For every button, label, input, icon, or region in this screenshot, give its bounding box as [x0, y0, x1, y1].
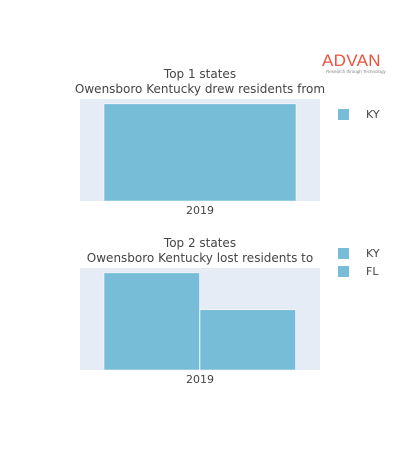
legend-swatch: [338, 266, 349, 277]
chart-1-subtitle-line: Owensboro Kentucky drew residents from: [74, 82, 326, 96]
advan-logo: ADVAN Research through Technology: [322, 52, 396, 78]
legend-label: FL: [366, 265, 379, 278]
chart-2-x-tick-label: 2019: [186, 373, 214, 386]
legend-swatch: [338, 109, 349, 120]
logo-wordmark: ADVAN: [322, 51, 381, 70]
chart-2-bar-fl: [199, 309, 296, 371]
chart-2-bar-ky: [103, 272, 200, 371]
legend-swatch: [338, 248, 349, 259]
chart-1-title-line: Top 1 states: [163, 67, 237, 81]
chart-1-x-tick-label: 2019: [186, 204, 214, 217]
legend-label: KY: [366, 247, 380, 260]
logo-tagline: Research through Technology: [326, 69, 386, 74]
chart-2-subtitle-line: Owensboro Kentucky lost residents to: [86, 251, 314, 265]
chart-1-title: Top 1 states Owensboro Kentucky drew res…: [40, 67, 360, 97]
chart-2-title: Top 2 states Owensboro Kentucky lost res…: [40, 236, 360, 266]
legend-label: KY: [366, 108, 380, 121]
chart-2-title-line: Top 2 states: [163, 236, 237, 250]
chart-1-bar-ky: [103, 103, 297, 202]
